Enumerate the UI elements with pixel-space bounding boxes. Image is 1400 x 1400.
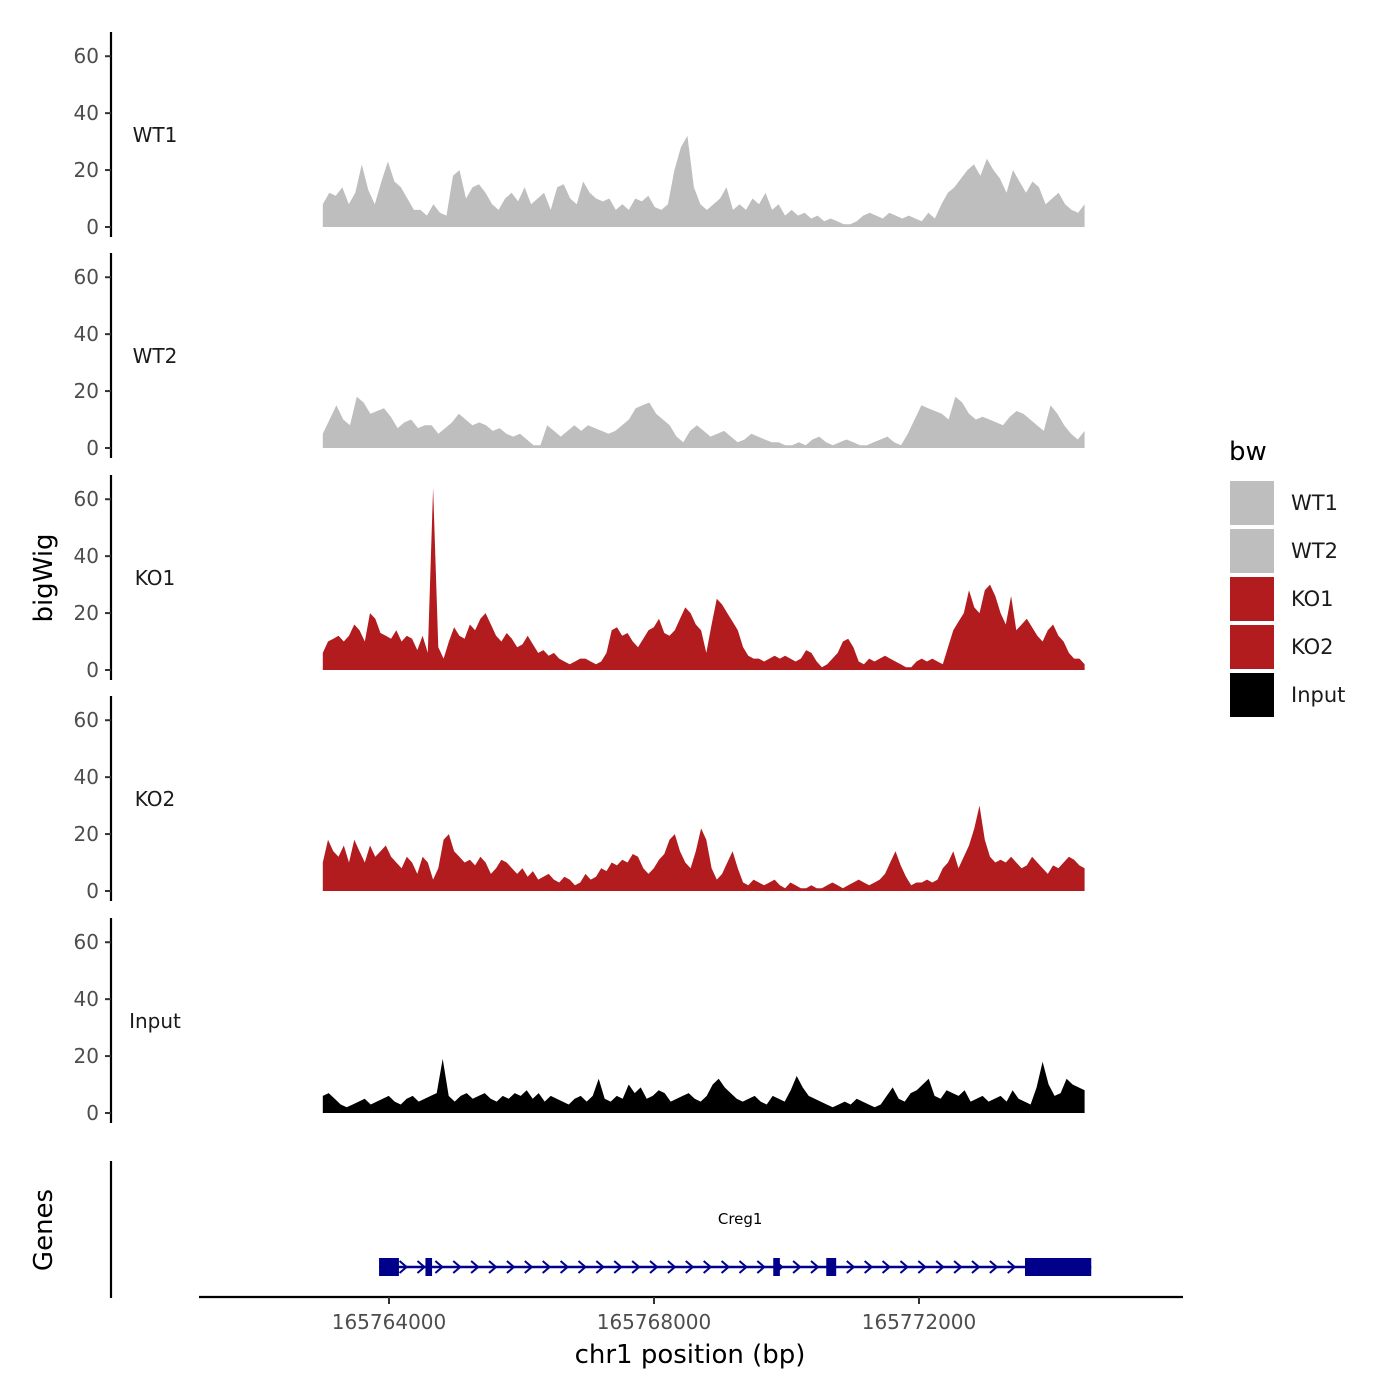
tracks-layer: 0 20 40 60 WT1 0 20 40 60 WT2 0 20 40 60 KO1 0 20 40 60 KO2… [74,32,1085,1125]
gene-exon [1025,1258,1092,1276]
strand-arrow-icon [953,1260,963,1274]
strand-arrow-icon [613,1260,623,1274]
y-tick-label: 60 [74,265,99,289]
strand-arrow-icon [863,1260,874,1274]
strand-arrow-icon [542,1260,552,1274]
strand-arrow-icon [685,1260,695,1274]
legend-label: KO2 [1291,635,1334,659]
strand-arrow-icon [506,1260,516,1274]
strand-arrow-icon [1007,1260,1017,1274]
strand-arrow-icon [398,1260,409,1274]
strand-arrow-icon [756,1260,766,1274]
signal-area [322,1058,1085,1113]
strand-arrow-icon [881,1260,892,1274]
gene-exon [425,1258,433,1276]
strand-arrow-icon [703,1260,713,1274]
track-ko1: 0 20 40 60 KO1 [74,475,1085,682]
strand-arrow-icon [434,1260,444,1274]
strand-arrow-icon [488,1260,498,1274]
legend-title: bw [1229,437,1267,467]
legend-label: KO1 [1291,587,1334,611]
strand-arrow-icon [846,1260,856,1274]
y-tick-label: 20 [74,158,99,182]
strand-arrow-icon [810,1260,820,1274]
legend-label: WT2 [1291,539,1338,563]
y-tick-label: 0 [86,436,99,460]
y-tick-label: 0 [86,215,99,239]
legend-label: Input [1291,683,1345,707]
track-wt1: 0 20 40 60 WT1 [74,32,1085,239]
strand-arrow-icon [559,1260,570,1274]
legend-swatch [1228,527,1276,575]
legend-swatch [1228,671,1276,719]
y-tick-label: 40 [74,322,99,346]
y-axis-title: bigWig [29,533,59,622]
strand-arrow-icon [738,1260,748,1274]
track-ko2: 0 20 40 60 KO2 [74,696,1085,903]
strand-arrow-icon [720,1260,731,1274]
strand-arrow-icon [971,1260,981,1274]
x-tick-label: 165768000 [597,1310,712,1334]
y-tick-label: 40 [74,987,99,1011]
legend-swatch [1228,623,1276,671]
y-tick-label: 20 [74,379,99,403]
x-axis-title: chr1 position (bp) [575,1340,806,1370]
y-tick-label: 0 [86,658,99,682]
y-tick-label: 40 [74,544,99,568]
strand-arrow-icon [899,1260,909,1274]
legend: bw WT1 WT2 KO1 KO2 Input [1228,437,1345,719]
track-label: KO1 [135,566,176,590]
strand-arrow-icon [524,1260,534,1274]
signal-area [322,135,1085,227]
legend-label: WT1 [1291,491,1338,515]
y-tick-label: 20 [74,601,99,625]
track-wt2: 0 20 40 60 WT2 [74,253,1085,460]
track-label: Input [129,1009,181,1033]
gene-name-label: Creg1 [718,1210,763,1228]
strand-arrow-icon [917,1260,927,1274]
track-input: 0 20 40 60 Input [74,918,1085,1125]
signal-area [322,487,1085,670]
y-tick-label: 60 [74,708,99,732]
gene-exon [379,1258,399,1276]
y-tick-label: 40 [74,101,99,125]
track-label: KO2 [135,787,176,811]
y-tick-label: 0 [86,879,99,903]
strand-arrow-icon [452,1260,462,1274]
x-axis: chr1 position (bp) 165764000 165768000 165… [199,1295,1183,1370]
genes-axis-title: Genes [29,1189,59,1271]
y-tick-label: 60 [74,44,99,68]
strand-arrow-icon [667,1260,677,1274]
y-tick-label: 20 [74,1044,99,1068]
track-label: WT1 [133,123,178,147]
x-tick-label: 165772000 [862,1310,977,1334]
strand-arrow-icon [989,1260,999,1274]
strand-arrow-icon [792,1260,802,1274]
strand-arrow-icon [595,1260,605,1274]
y-tick-label: 60 [74,930,99,954]
gene-exon [826,1258,837,1276]
y-tick-label: 0 [86,1101,99,1125]
signal-area [322,396,1085,448]
legend-swatch [1228,479,1276,527]
y-tick-label: 40 [74,765,99,789]
strand-arrow-icon [631,1260,641,1274]
genes-panel: Genes Creg1 [29,1161,1092,1298]
strand-arrow-icon [416,1260,426,1274]
signal-area [322,805,1085,891]
legend-swatch [1228,575,1276,623]
strand-arrow-icon [470,1260,480,1274]
strand-arrow-icon [649,1260,659,1274]
track-label: WT2 [133,344,178,368]
y-tick-label: 20 [74,822,99,846]
gene-exon [773,1258,780,1276]
x-tick-label: 165764000 [332,1310,447,1334]
strand-arrow-icon [577,1260,587,1274]
y-tick-label: 60 [74,487,99,511]
strand-arrow-icon [935,1260,945,1274]
